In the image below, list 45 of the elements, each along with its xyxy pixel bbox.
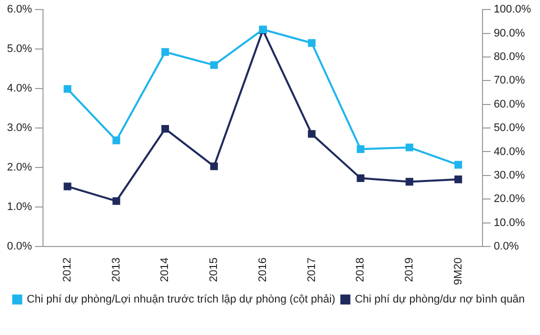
point <box>308 130 316 138</box>
point <box>406 144 414 152</box>
point <box>112 197 120 205</box>
y-tick-label: 0.0% <box>6 240 32 253</box>
x-tick-label: 2017 <box>306 257 318 282</box>
x-tick-label: 2012 <box>62 257 74 282</box>
point <box>356 174 364 182</box>
point <box>406 178 414 186</box>
y2-tick-label: 20.0% <box>494 193 526 206</box>
point <box>454 176 462 184</box>
y-tick-label: 4.0% <box>6 82 32 95</box>
point <box>308 39 316 47</box>
x-tick-label: 2018 <box>354 257 367 282</box>
point <box>356 145 364 153</box>
legend-label: Chi phí dự phòng/dư nợ bình quân <box>354 294 525 306</box>
x-tick-label: 2013 <box>110 257 122 282</box>
y-tick-label: 2.0% <box>6 162 32 174</box>
y2-tick-label: 10.0% <box>494 216 526 229</box>
y2-tick-label: 30.0% <box>494 169 526 182</box>
x-tick-label: 2016 <box>256 257 269 282</box>
point <box>161 125 170 133</box>
x-tick-label: 2014 <box>159 257 172 282</box>
y-tick-label: 3.0% <box>6 122 32 134</box>
x-tick-label: 2019 <box>403 257 416 282</box>
y2-tick-label: 90.0% <box>494 27 526 40</box>
point <box>210 162 218 170</box>
y2-tick-label: 70.0% <box>494 74 526 87</box>
x-tick-label: 2015 <box>208 257 220 282</box>
point <box>210 61 218 69</box>
y2-tick-label: 40.0% <box>494 146 526 158</box>
point <box>64 85 72 93</box>
y2-tick-label: 80.0% <box>494 51 526 64</box>
point <box>454 160 462 169</box>
y-tick-label: 1.0% <box>6 201 32 214</box>
point <box>112 136 120 144</box>
y2-tick-label: 50.0% <box>494 122 526 134</box>
x-tick-label: 9M20 <box>452 257 464 286</box>
y2-tick-label: 0.0% <box>494 240 519 253</box>
y-tick-label: 5.0% <box>6 43 32 56</box>
y2-tick-label: 100.0% <box>494 4 532 16</box>
legend-label: Chi phí dự phòng/Lợi nhuận trước trích lập dự phòng (cột phải) <box>26 294 336 306</box>
point <box>161 48 170 56</box>
point <box>64 182 72 190</box>
y-tick-label: 6.0% <box>6 4 32 16</box>
y2-tick-label: 60.0% <box>494 98 526 110</box>
